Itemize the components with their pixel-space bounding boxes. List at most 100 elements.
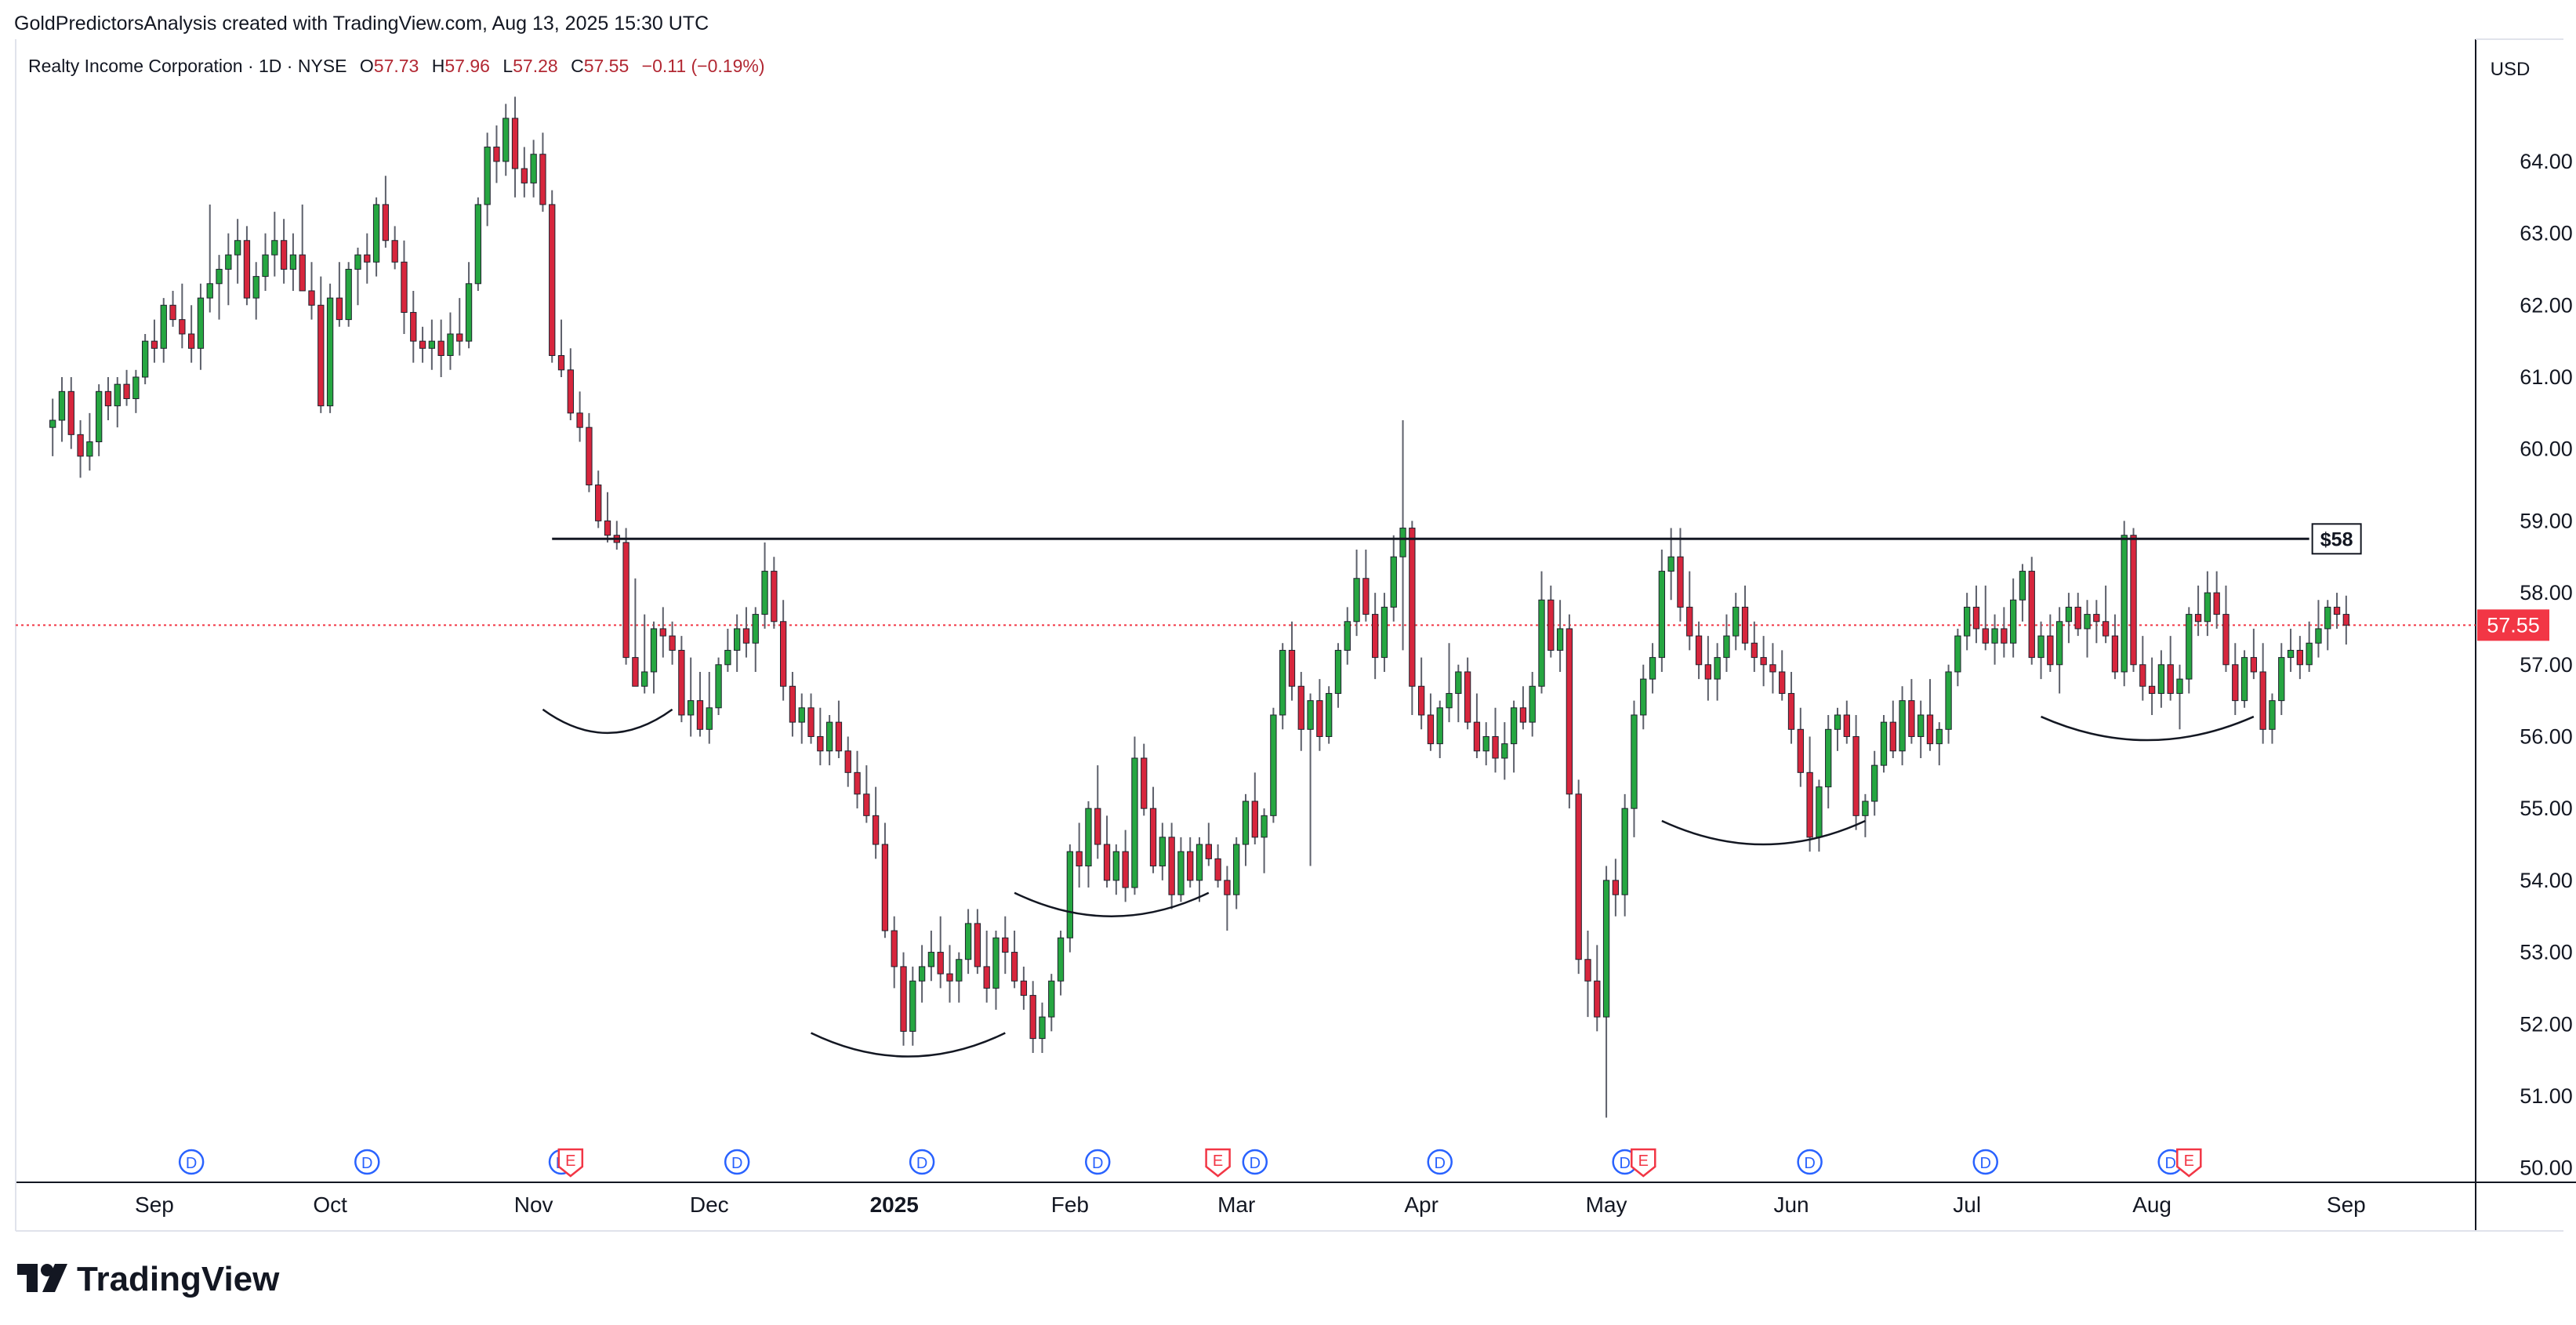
candle-body [67, 390, 74, 435]
candle-body [2019, 571, 2026, 601]
candle [817, 707, 824, 766]
candle [1214, 844, 1221, 888]
candle [1326, 686, 1333, 744]
dividend-marker-letter: D [1435, 1155, 1446, 1172]
candle [2167, 636, 2174, 701]
candle-body [2204, 592, 2211, 623]
price-tick-label: 50.00 [2520, 1156, 2573, 1180]
candle-body [1982, 628, 1989, 644]
candle [752, 607, 759, 672]
candle-body [1307, 700, 1314, 730]
dividend-marker[interactable]: D [724, 1149, 750, 1175]
candle-body [336, 297, 343, 321]
candle [659, 607, 666, 658]
candle-body [96, 390, 103, 443]
candle [779, 600, 787, 701]
dividend-marker[interactable]: D [1972, 1149, 1999, 1175]
candle-body [1492, 735, 1499, 759]
candle [678, 636, 685, 723]
candle [1085, 801, 1092, 888]
candle-body [1233, 844, 1240, 895]
dividend-marker[interactable]: D [354, 1149, 380, 1175]
candle [964, 909, 972, 975]
legend-symbol: Realty Income Corporation · 1D · NYSE [28, 56, 347, 76]
time-axis[interactable]: Sep Oct Nov Dec 2025 Feb Mar Apr May Jun Jul Aug Sep [135, 1192, 2366, 1217]
candle-body [1926, 714, 1934, 745]
dividend-marker[interactable]: D [1084, 1149, 1111, 1175]
dividend-marker[interactable]: D [1242, 1149, 1268, 1175]
candle-body [2093, 614, 2100, 623]
candle-body [956, 959, 963, 982]
candle-body [1039, 1016, 1046, 1040]
candle [252, 262, 259, 320]
time-tick-label: 2025 [870, 1192, 919, 1217]
dividend-marker[interactable]: D [178, 1149, 205, 1175]
dividend-marker[interactable]: D [909, 1149, 935, 1175]
candle-body [2001, 628, 2008, 644]
dividend-marker[interactable]: D [1797, 1149, 1823, 1175]
earnings-marker[interactable]: E [2176, 1148, 2202, 1178]
candle-body [2084, 614, 2091, 630]
currency-label[interactable]: USD [2491, 59, 2531, 80]
candle [1076, 822, 1083, 888]
candle-body [1464, 671, 1471, 723]
candle [1695, 621, 1703, 680]
candle-body [2148, 685, 2156, 694]
candle [2250, 628, 2258, 680]
candle [595, 470, 602, 528]
candle-body [372, 204, 380, 263]
pattern-arc [2041, 715, 2255, 742]
candle-body [742, 628, 750, 644]
candle [1787, 671, 1795, 744]
candle-body [576, 412, 583, 428]
candle [1797, 707, 1804, 787]
candle [1991, 614, 1998, 665]
candle-body [2186, 614, 2193, 680]
candle-body [1843, 714, 1850, 737]
candle-body [2269, 700, 2276, 730]
candle [1566, 614, 1573, 809]
candle-body [169, 304, 176, 321]
candle [1288, 621, 1296, 701]
candle-body [974, 923, 981, 967]
candle [2194, 585, 2202, 637]
candle [493, 125, 500, 183]
candle-body [1566, 628, 1573, 795]
candle-body [825, 721, 833, 752]
candle [58, 376, 66, 442]
candle-body [2240, 657, 2248, 702]
candle-body [123, 383, 130, 399]
candle [280, 219, 288, 284]
earnings-marker[interactable]: E [557, 1148, 584, 1178]
candle [2287, 628, 2295, 672]
earnings-marker[interactable]: E [1205, 1148, 1231, 1178]
dividend-marker-letter: D [186, 1155, 197, 1172]
candle [447, 312, 454, 370]
candle-body [1723, 635, 1730, 659]
dividend-marker[interactable]: D [1427, 1149, 1453, 1175]
candle-body [622, 542, 629, 659]
resistance-group[interactable]: $58 [552, 523, 2362, 555]
candle-body [983, 966, 990, 989]
candle-body [2232, 664, 2239, 702]
candle [2037, 621, 2044, 680]
candle-body [891, 930, 898, 967]
price-axis[interactable]: 50.00 51.00 52.00 53.00 54.00 55.00 56.00 57.00… [2520, 150, 2573, 1180]
candle-body [1390, 556, 1397, 608]
candle [1455, 664, 1462, 723]
tradingview-logo[interactable]: TradingView [17, 1260, 280, 1298]
candle [1612, 859, 1620, 917]
candle-body [789, 685, 796, 723]
candle-body [1362, 578, 1370, 615]
price-tick-label: 61.00 [2520, 365, 2573, 389]
earnings-marker[interactable]: E [1631, 1148, 1656, 1178]
candle [2240, 650, 2248, 708]
candle [401, 240, 408, 334]
candle [688, 657, 695, 737]
candle-body [650, 628, 658, 673]
candle [1908, 679, 1915, 744]
candle-body [391, 240, 398, 263]
candle [1224, 866, 1231, 931]
candle-body [1658, 571, 1666, 659]
